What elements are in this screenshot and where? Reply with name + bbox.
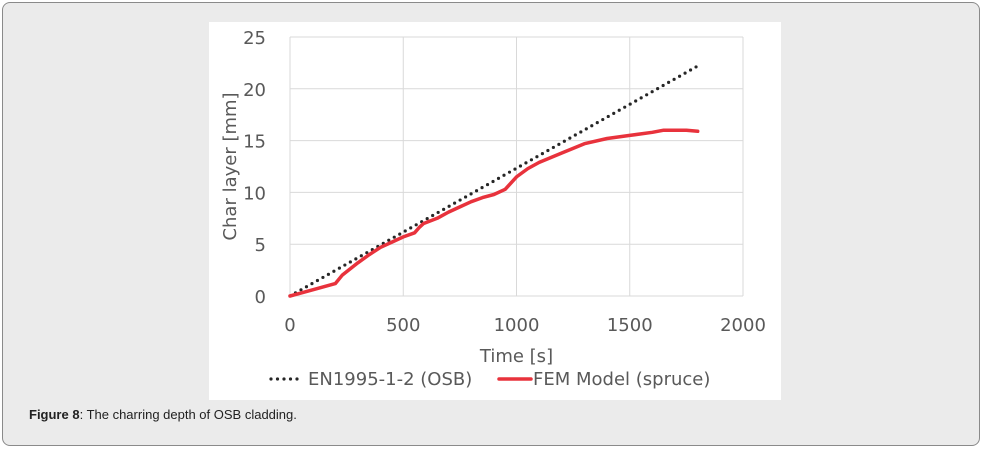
x-tick-label: 2000 xyxy=(720,315,766,336)
x-tick-label: 1000 xyxy=(494,315,540,336)
series-line-en1995 xyxy=(288,64,700,298)
figure-caption: Figure 8: The charring depth of OSB clad… xyxy=(29,407,297,422)
legend-label: EN1995-1-2 (OSB) xyxy=(308,369,472,390)
x-tick-label: 0 xyxy=(284,315,295,336)
series-line-fem-model xyxy=(288,128,700,298)
y-axis-label: Char layer [mm] xyxy=(220,92,241,240)
y-tick-label: 20 xyxy=(243,80,266,101)
y-tick-label: 10 xyxy=(243,183,266,204)
x-axis-label: Time [s] xyxy=(479,346,553,367)
y-tick-label: 0 xyxy=(255,287,266,308)
figure-caption-text: : The charring depth of OSB cladding. xyxy=(79,407,297,422)
y-tick-label: 15 xyxy=(243,132,266,153)
x-tick-label: 1500 xyxy=(607,315,653,336)
x-tick-label: 500 xyxy=(386,315,420,336)
y-tick-label: 25 xyxy=(243,28,266,49)
line-chart: 0 5 10 15 20 25 0 500 1000 1500 2000 Time [s] Char l… xyxy=(220,28,766,390)
legend-label: FEM Model (spruce) xyxy=(533,369,710,390)
figure-label: Figure 8 xyxy=(29,407,80,422)
chart-panel: 0 5 10 15 20 25 0 500 1000 1500 2000 Time [s] Char l… xyxy=(209,22,781,400)
y-tick-label: 5 xyxy=(255,235,266,256)
